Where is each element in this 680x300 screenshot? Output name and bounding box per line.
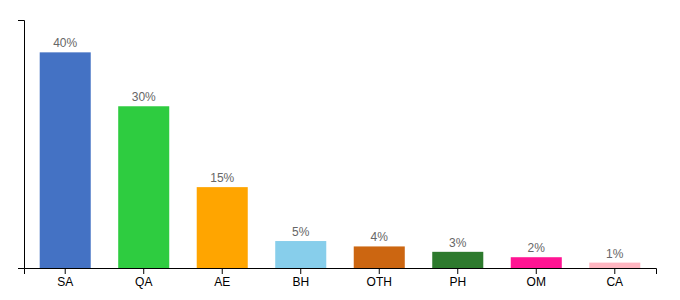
- bar: [432, 252, 483, 268]
- x-tick-mark: [222, 268, 223, 274]
- x-axis-line: [25, 269, 657, 275]
- bar: [118, 106, 169, 268]
- x-tick-label: OTH: [367, 275, 392, 289]
- bar: [40, 52, 91, 268]
- data-label: 30%: [132, 90, 156, 104]
- bar: [197, 187, 248, 268]
- bars: [40, 52, 641, 268]
- x-tick: OTH: [367, 268, 392, 289]
- x-tick-mark: [143, 268, 144, 274]
- x-tick-mark: [536, 268, 537, 274]
- x-tick-mark: [614, 268, 615, 274]
- data-label: 2%: [528, 241, 546, 255]
- x-tick-label: BH: [292, 275, 309, 289]
- x-tick: PH: [449, 268, 466, 289]
- x-tick-label: AE: [214, 275, 230, 289]
- x-tick: AE: [214, 268, 230, 289]
- data-label: 4%: [371, 230, 389, 244]
- x-tick: QA: [135, 268, 152, 289]
- x-tick-mark: [379, 268, 380, 274]
- x-axis: SA QA AE BH OTH PH OM CA: [25, 268, 657, 289]
- data-labels: 40% 30% 15% 5% 4% 3% 2% 1%: [53, 36, 624, 260]
- x-tick-label: PH: [449, 275, 466, 289]
- x-tick-label: CA: [606, 275, 623, 289]
- data-label: 5%: [292, 225, 310, 239]
- x-tick: BH: [292, 268, 309, 289]
- x-tick-mark: [65, 268, 66, 274]
- x-tick-label: SA: [57, 275, 73, 289]
- chart: 40% 30% 15% 5% 4% 3% 2% 1% SA QA AE BH OTH PH OM CA: [0, 0, 680, 300]
- x-tick: SA: [57, 268, 73, 289]
- data-label: 3%: [449, 236, 467, 250]
- bar: [275, 241, 326, 268]
- bar: [511, 257, 562, 268]
- x-tick: CA: [606, 268, 623, 289]
- x-tick: OM: [527, 268, 546, 289]
- y-axis-line: [18, 21, 25, 269]
- bar: [589, 263, 640, 268]
- data-label: 40%: [53, 36, 77, 50]
- bar: [354, 246, 405, 268]
- data-label: 1%: [606, 247, 624, 261]
- x-tick-mark: [457, 268, 458, 274]
- y-axis: [18, 21, 25, 269]
- x-tick-mark: [300, 268, 301, 274]
- x-tick-label: OM: [527, 275, 546, 289]
- plot: 40% 30% 15% 5% 4% 3% 2% 1% SA QA AE BH OTH PH OM CA: [18, 21, 657, 289]
- x-tick-label: QA: [135, 275, 152, 289]
- data-label: 15%: [210, 171, 234, 185]
